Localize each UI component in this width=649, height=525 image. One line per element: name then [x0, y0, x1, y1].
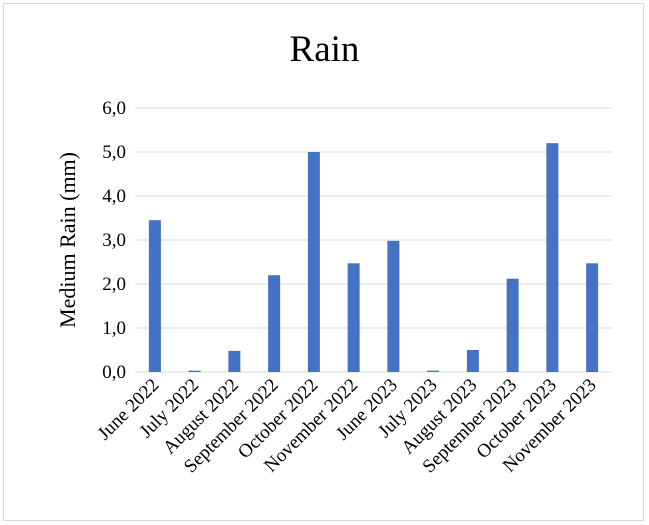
bar: [427, 370, 440, 372]
bar: [586, 263, 599, 372]
y-tick-label: 1,0: [102, 318, 126, 339]
y-tick-label: 6,0: [102, 98, 126, 119]
bar: [268, 275, 281, 372]
y-tick-label: 3,0: [102, 230, 126, 251]
bar: [228, 350, 241, 372]
bars: [148, 143, 599, 372]
bar: [466, 350, 479, 372]
bar: [347, 263, 360, 372]
bar: [307, 152, 320, 372]
gridlines: [135, 107, 612, 373]
y-tick-label: 4,0: [102, 186, 126, 207]
y-tick-label: 0,0: [102, 362, 126, 383]
bar: [506, 278, 519, 372]
chart-title: Rain: [289, 29, 360, 70]
bar: [387, 240, 400, 372]
y-tick-label: 5,0: [102, 142, 126, 163]
chart-frame: [3, 3, 644, 521]
bar: [546, 143, 559, 372]
bar: [148, 220, 161, 372]
bar: [188, 370, 201, 372]
y-axis-ticks: 0,0 1,0 2,0 3,0 4,0 5,0 6,0: [102, 98, 126, 383]
y-axis-label: Medium Rain (mm): [55, 152, 80, 328]
y-tick-label: 2,0: [102, 274, 126, 295]
